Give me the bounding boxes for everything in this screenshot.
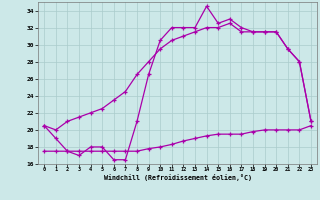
X-axis label: Windchill (Refroidissement éolien,°C): Windchill (Refroidissement éolien,°C) — [104, 174, 252, 181]
